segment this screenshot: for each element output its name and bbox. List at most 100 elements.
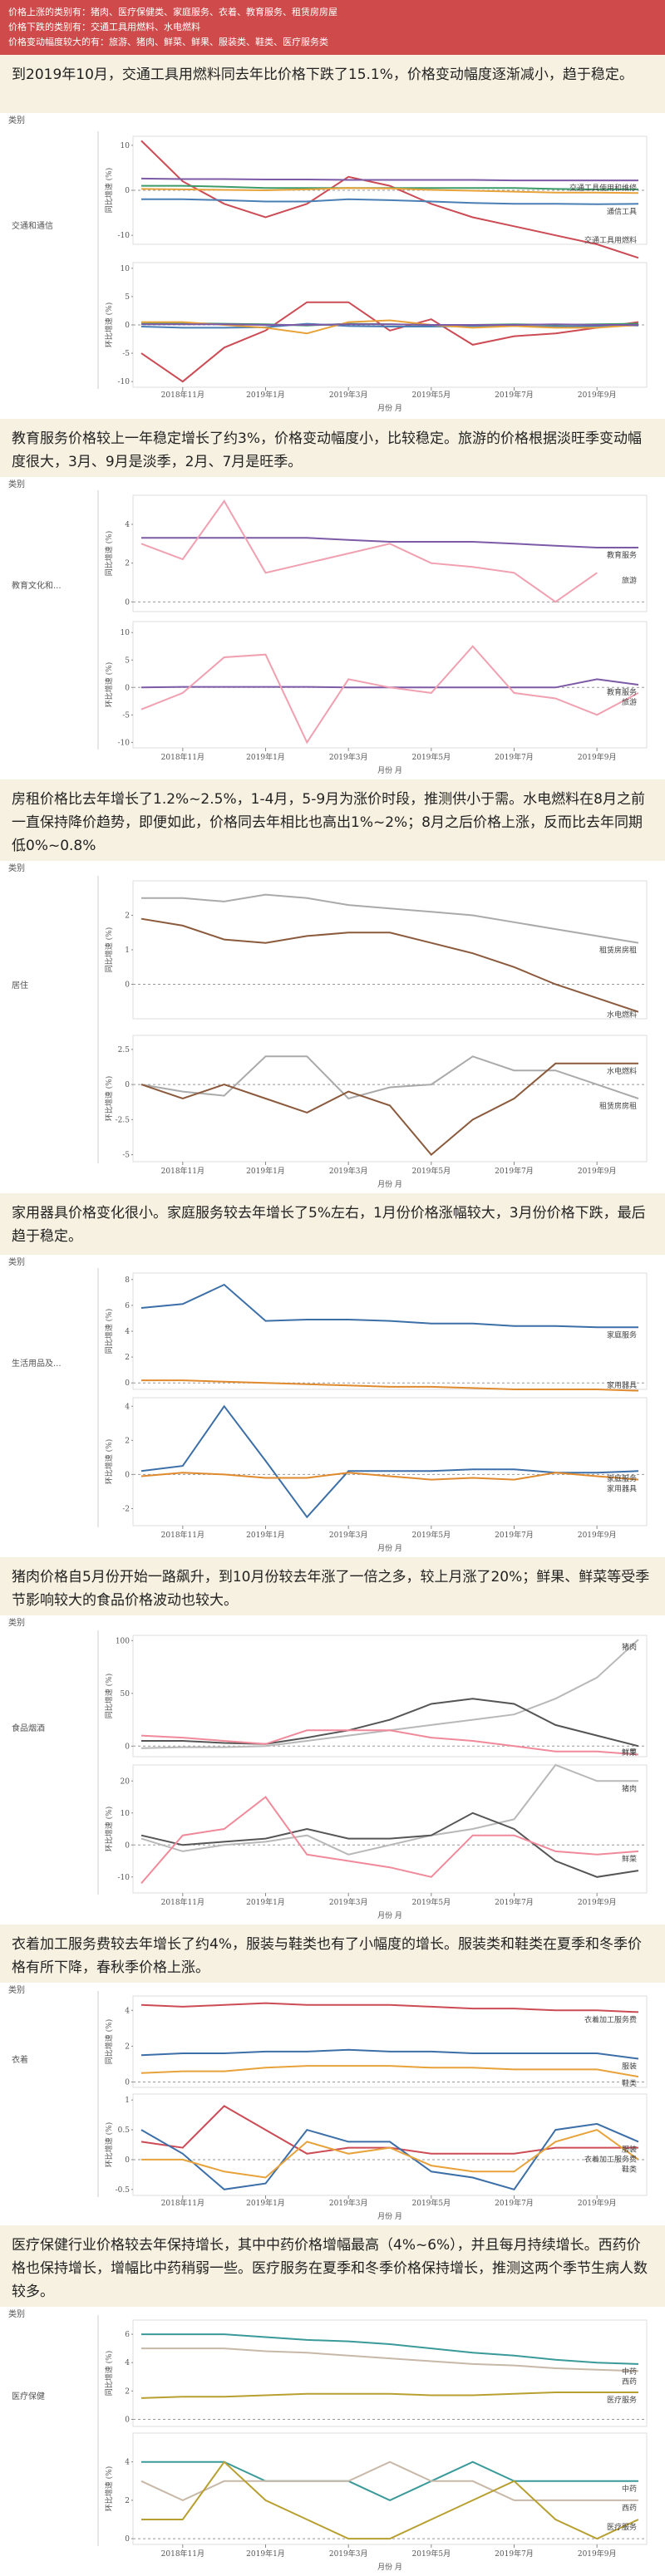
x-tick-label: 2019年9月	[578, 2549, 617, 2559]
x-tick-label: 2019年3月	[329, 2198, 368, 2208]
series-label: 衣着加工服务费	[584, 2014, 637, 2024]
category-name: 食品烟酒	[12, 1723, 45, 1733]
y-tick-label: -5	[122, 350, 130, 358]
x-tick-label: 2019年9月	[578, 2198, 617, 2208]
x-tick-label: 2019年7月	[495, 1897, 534, 1907]
y-tick-label: 4	[125, 1403, 130, 1411]
series-line	[140, 2065, 639, 2078]
series-label: 教育服务	[607, 687, 637, 697]
y-tick-label: 1	[125, 2097, 130, 2105]
category-header: 类别	[8, 2308, 25, 2319]
x-tick-label: 2019年1月	[246, 1897, 285, 1907]
series-line	[141, 1698, 639, 1748]
x-axis-label: 月份 月	[377, 403, 402, 413]
x-axis-label: 月份 月	[377, 1910, 402, 1920]
summary-line-falling: 价格下跌的类别有：交通工具用燃料、水电燃料	[8, 22, 200, 32]
y-tick-label: 4	[125, 2459, 130, 2467]
y-tick-label: 0	[125, 1743, 130, 1751]
y-tick-label: -5	[122, 1152, 130, 1160]
y-tick-label: 4	[125, 521, 130, 529]
series-line	[140, 140, 639, 259]
series-line	[140, 499, 598, 603]
y-tick-label: -5	[122, 711, 130, 720]
series-line	[140, 917, 639, 1013]
series-line	[140, 2002, 639, 2013]
category-header: 类别	[8, 115, 25, 125]
y-tick-label: 2	[125, 2497, 130, 2505]
series-line	[140, 2048, 639, 2060]
series-label: 旅游	[622, 575, 637, 585]
x-tick-label: 2019年7月	[495, 2549, 534, 2559]
series-label: 水电燃料	[607, 1066, 637, 1076]
series-label: 西药	[622, 2377, 637, 2387]
series-line	[141, 198, 639, 205]
series-line	[141, 2460, 639, 2540]
category-name: 医疗保健	[12, 2391, 45, 2401]
subplot-frame	[132, 1397, 648, 1526]
series-label: 交通工具用燃料	[584, 235, 637, 245]
housing-description: 房租价格比去年增长了1.2%~2.5%，1-4月，5-9月为涨价时段，推测供小于…	[0, 779, 665, 861]
subplot-frame	[132, 2093, 648, 2196]
y-tick-label: 50	[121, 1690, 131, 1698]
x-tick-label: 2019年1月	[246, 2549, 285, 2559]
x-tick-label: 2019年9月	[578, 1897, 617, 1907]
y-tick-label: 8	[125, 1276, 130, 1285]
category-header: 类别	[8, 863, 25, 873]
y-tick-label: 4	[125, 1328, 130, 1336]
subplot-frame	[132, 2432, 648, 2545]
panel-background	[0, 477, 665, 779]
x-tick-label: 2019年3月	[329, 1897, 368, 1907]
y-axis-label: 环比增速 (%)	[104, 662, 114, 707]
y-tick-label: 0.5	[118, 2126, 131, 2135]
y-tick-label: 0	[125, 598, 130, 607]
series-label: 鲜菜	[622, 1748, 637, 1757]
y-tick-label: 2	[125, 1437, 130, 1445]
summary-header: 价格上涨的类别有：猪肉、医疗保健类、家庭服务、衣着、教育服务、租赁房房屋 价格下…	[0, 0, 665, 55]
y-tick-label: -10	[118, 739, 131, 747]
category-name: 居住	[12, 980, 28, 991]
series-label: 家庭服务	[607, 1473, 637, 1483]
y-tick-label: 2	[125, 2043, 130, 2051]
series-label: 租赁房房租	[599, 946, 637, 956]
series-line	[140, 2122, 639, 2190]
x-tick-label: 2019年5月	[412, 2198, 451, 2208]
y-tick-label: -0.5	[116, 2186, 131, 2195]
x-tick-label: 2018年11月	[161, 2549, 204, 2559]
y-axis-label: 环比增速 (%)	[104, 2466, 114, 2511]
x-tick-label: 2019年7月	[495, 1166, 534, 1176]
household-description: 家用器具价格变化很小。家庭服务较去年增长了5%左右，1月份价格涨幅较大，3月份价…	[0, 1193, 665, 1255]
series-line	[140, 1062, 638, 1157]
series-line	[141, 537, 638, 548]
x-tick-label: 2019年5月	[412, 752, 451, 762]
y-axis-label: 同比增速 (%)	[104, 531, 114, 576]
subplot-frame	[132, 1764, 648, 1894]
x-tick-label: 2019年3月	[329, 2549, 368, 2559]
series-line	[140, 1796, 639, 1885]
y-tick-label: 0	[125, 1471, 130, 1479]
series-label: 水电燃料	[607, 1010, 637, 1020]
x-tick-label: 2019年5月	[412, 390, 451, 400]
y-axis-label: 同比增速 (%)	[104, 1309, 114, 1354]
y-tick-label: 0	[125, 187, 130, 195]
x-tick-label: 2019年5月	[412, 1897, 451, 1907]
y-tick-label: -2	[122, 1505, 130, 1513]
series-line	[140, 1763, 638, 1856]
series-label: 鲜菜	[622, 1854, 637, 1864]
y-tick-label: 4	[125, 2359, 130, 2367]
x-tick-label: 2019年7月	[495, 2198, 534, 2208]
x-tick-label: 2019年5月	[412, 1166, 451, 1176]
subplot-frame	[132, 1995, 648, 2088]
series-line	[141, 2333, 639, 2365]
category-header: 类别	[8, 1256, 25, 1267]
x-tick-label: 2019年9月	[578, 752, 617, 762]
x-tick-label: 2019年7月	[495, 390, 534, 400]
x-tick-label: 2018年11月	[161, 1166, 204, 1176]
subplot-mom: 环比增速 (%) 10 5 0 -5 -10	[104, 262, 648, 388]
x-tick-label: 2018年11月	[161, 1897, 204, 1907]
